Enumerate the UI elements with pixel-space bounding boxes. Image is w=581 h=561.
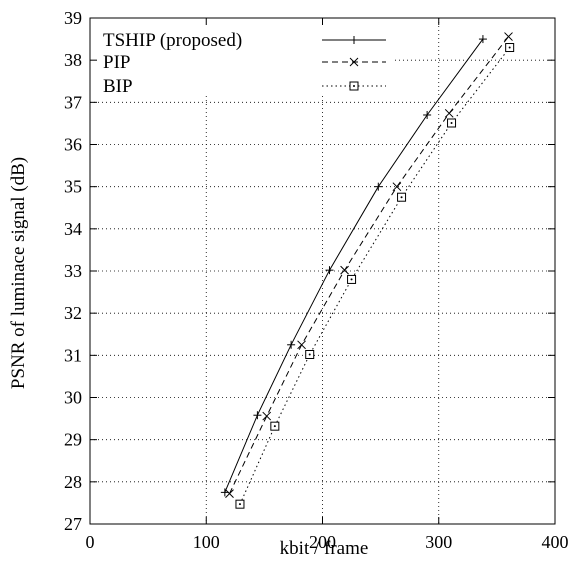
data-point — [220, 488, 229, 497]
legend-label: TSHIP (proposed) — [103, 30, 242, 51]
x-tick-label: 200 — [309, 532, 336, 552]
legend-label: PIP — [103, 52, 130, 73]
data-point — [225, 489, 234, 498]
y-tick-label: 35 — [64, 177, 82, 197]
x-axis-label: kbit / frame — [280, 538, 369, 559]
legend-layer: TSHIP (proposed)PIP BIP — [103, 30, 386, 97]
series-3 — [235, 43, 515, 509]
y-tick-label: 31 — [64, 345, 82, 365]
legend-item-1: TSHIP (proposed) — [103, 30, 386, 51]
y-tick-label: 33 — [64, 261, 82, 281]
axes-layer: 0 100 200 300 400 27 28 29 30 31 32 33 34 35 36 37 38 39 — [64, 8, 569, 552]
data-point — [447, 118, 457, 128]
x-tick-label: 0 — [86, 532, 95, 552]
y-tick-label: 29 — [64, 430, 82, 450]
x-tick-label: 300 — [425, 532, 452, 552]
y-tick-label: 34 — [64, 219, 82, 239]
legend-marker — [349, 81, 359, 91]
data-point — [253, 411, 262, 420]
legend-marker — [349, 57, 359, 67]
marker-square-dot — [238, 503, 241, 506]
data-point — [397, 192, 407, 202]
legend-marker — [350, 36, 358, 44]
data-point — [347, 274, 357, 284]
data-point — [340, 265, 349, 275]
marker-x-b — [225, 489, 234, 498]
marker-square-dot — [353, 85, 355, 87]
data-point — [297, 340, 306, 350]
marker-square-dot — [450, 121, 453, 124]
data-point — [444, 108, 454, 118]
marker-x-b — [262, 411, 272, 421]
marker-x-b — [297, 340, 306, 350]
series-2 — [225, 32, 513, 498]
series-1 — [220, 35, 487, 497]
data-point — [423, 110, 432, 119]
y-tick-label: 37 — [64, 92, 82, 112]
y-tick-label: 27 — [64, 514, 82, 534]
marker-square-dot — [350, 278, 353, 281]
data-point — [374, 182, 383, 191]
marker-x-b — [504, 32, 513, 41]
legend-item-3: BIP — [103, 76, 386, 97]
marker-x-b — [392, 182, 402, 192]
data-point — [325, 266, 334, 275]
data-point — [504, 32, 513, 41]
y-axis-label: PSNR of luminace signal (dB) — [8, 157, 29, 389]
grid-layer — [90, 18, 555, 524]
x-tick-label: 400 — [542, 532, 569, 552]
data-point — [392, 182, 402, 192]
x-tick-label: 100 — [193, 532, 220, 552]
marker-square-dot — [273, 425, 276, 428]
y-tick-label: 28 — [64, 472, 82, 492]
y-tick-label: 39 — [64, 8, 82, 28]
y-tick-label: 32 — [64, 303, 82, 323]
legend-label: BIP — [103, 76, 133, 97]
series-layer — [220, 32, 515, 509]
data-point — [235, 499, 245, 509]
legend-item-2: PIP — [103, 52, 386, 73]
data-point — [478, 35, 487, 44]
series-line-3 — [239, 47, 511, 505]
y-tick-label: 30 — [64, 388, 82, 408]
y-tick-label: 36 — [64, 135, 82, 155]
marker-x-b — [349, 57, 359, 67]
marker-x-b — [340, 265, 349, 275]
data-point — [505, 43, 515, 53]
marker-square-dot — [400, 196, 403, 199]
data-point — [305, 349, 315, 359]
marker-square-dot — [508, 46, 511, 49]
data-point — [270, 421, 280, 431]
marker-x-b — [444, 108, 454, 118]
y-tick-label: 38 — [64, 50, 82, 70]
marker-square-dot — [308, 353, 311, 356]
series-line-1 — [224, 38, 484, 493]
data-point — [262, 411, 272, 421]
data-point — [287, 340, 296, 349]
